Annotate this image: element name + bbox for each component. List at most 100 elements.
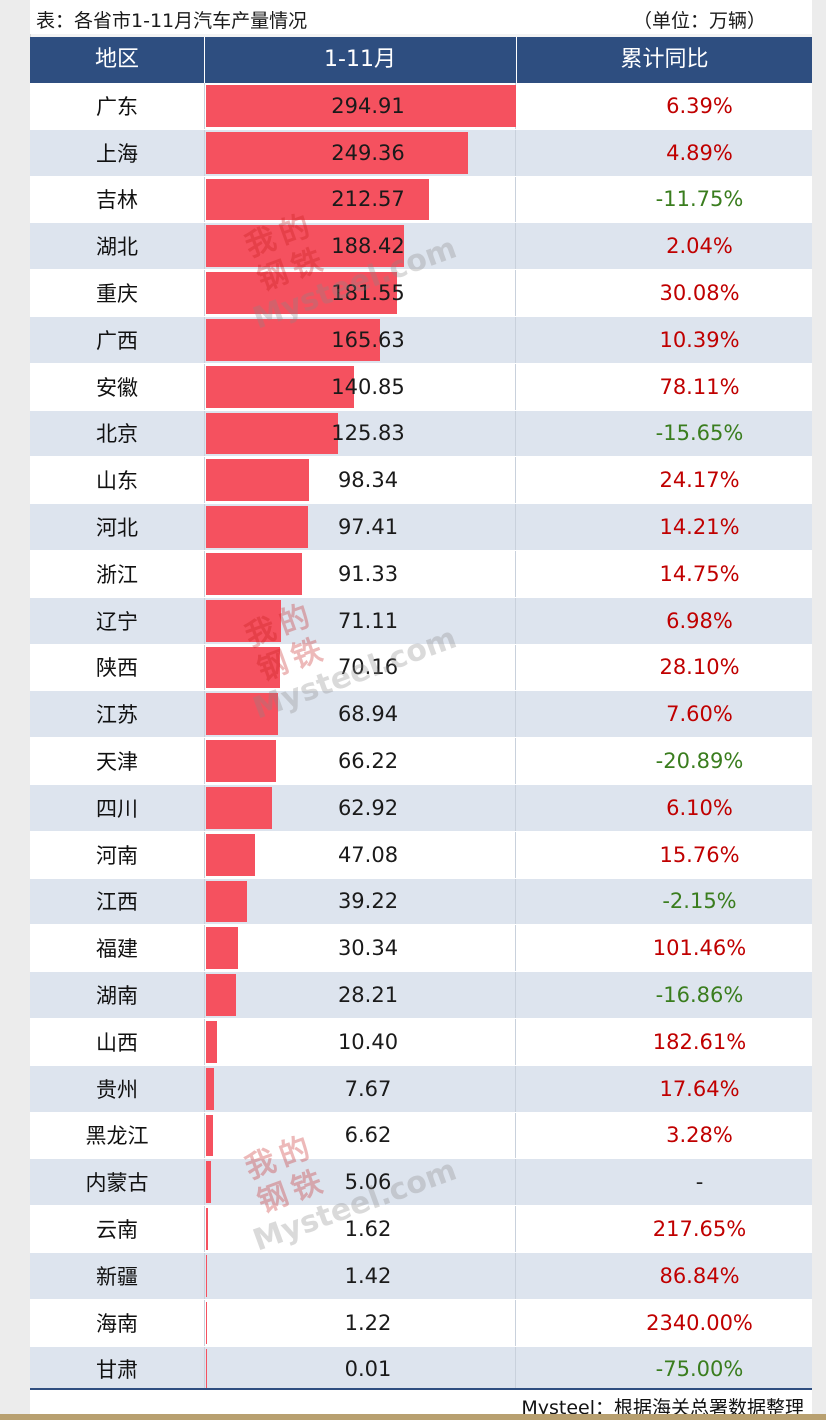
- value-cell: 98.34: [204, 457, 516, 504]
- yoy-change: 182.61%: [652, 1029, 747, 1054]
- region-name: 海南: [96, 1311, 138, 1336]
- yoy-change: 15.76%: [659, 842, 740, 867]
- data-bar: [206, 786, 273, 829]
- data-bar: [206, 1020, 217, 1063]
- value-cell: 30.34: [204, 925, 516, 972]
- region-name: 安徽: [96, 375, 138, 400]
- production-value: 0.01: [344, 1357, 392, 1382]
- table-row: 安徽 140.85 78.11%: [30, 363, 812, 411]
- region-name: 广西: [96, 328, 138, 353]
- value-cell: 165.63: [204, 316, 516, 363]
- region-name: 甘肃: [96, 1358, 138, 1383]
- production-value: 68.94: [337, 702, 399, 727]
- footer-divider: [30, 1388, 812, 1390]
- table-row: 福建 30.34 101.46%: [30, 925, 812, 973]
- value-cell: 249.36: [204, 129, 516, 176]
- region-name: 四川: [96, 796, 138, 821]
- region-name: 湖南: [96, 984, 138, 1009]
- value-cell: 1.62: [204, 1206, 516, 1252]
- production-value: 66.22: [337, 749, 399, 774]
- production-value: 62.92: [337, 795, 399, 820]
- table-row: 河南 47.08 15.76%: [30, 831, 812, 879]
- data-bar: [206, 85, 516, 127]
- table-row: 海南 1.22 2340.00%: [30, 1299, 812, 1347]
- production-value: 98.34: [337, 468, 399, 493]
- yoy-change: 30.08%: [659, 281, 740, 306]
- value-cell: 68.94: [204, 691, 516, 738]
- production-value: 188.42: [331, 234, 405, 259]
- data-bar: [206, 1254, 208, 1297]
- table-row: 云南 1.62 217.65%: [30, 1206, 812, 1253]
- table-row: 新疆 1.42 86.84%: [30, 1252, 812, 1300]
- production-value: 212.57: [331, 187, 405, 212]
- yoy-change: 6.98%: [666, 608, 733, 633]
- table-row: 内蒙古 5.06 -: [30, 1159, 812, 1207]
- region-name: 福建: [96, 937, 138, 962]
- value-cell: 125.83: [204, 410, 516, 457]
- value-cell: 10.40: [204, 1018, 516, 1065]
- production-value: 10.40: [337, 1029, 399, 1054]
- table-row: 上海 249.36 4.89%: [30, 129, 812, 177]
- data-bar: [206, 552, 302, 595]
- yoy-change: -2.15%: [662, 889, 737, 914]
- region-name: 山西: [96, 1030, 138, 1055]
- production-value: 97.41: [337, 515, 399, 540]
- data-bar: [206, 1114, 213, 1157]
- yoy-change: 2340.00%: [646, 1310, 753, 1335]
- data-bar: [206, 927, 238, 970]
- data-bar: [206, 178, 430, 221]
- table-row: 江苏 68.94 7.60%: [30, 691, 812, 739]
- value-cell: 28.21: [204, 972, 516, 1018]
- yoy-change: -15.65%: [655, 421, 744, 446]
- value-cell: 91.33: [204, 550, 516, 597]
- value-cell: 70.16: [204, 644, 516, 691]
- yoy-change: 101.46%: [652, 936, 747, 961]
- region-name: 吉林: [96, 188, 138, 213]
- value-cell: 212.57: [204, 176, 516, 223]
- data-bar: [206, 974, 236, 1016]
- value-cell: 71.11: [204, 597, 516, 644]
- region-name: 黑龙江: [85, 1124, 149, 1149]
- production-value: 1.62: [344, 1217, 392, 1242]
- data-bar: [206, 459, 310, 502]
- region-name: 广东: [96, 94, 138, 119]
- region-name: 贵州: [96, 1077, 138, 1102]
- table-row: 辽宁 71.11 6.98%: [30, 597, 812, 645]
- production-value: 71.11: [337, 608, 399, 633]
- yoy-change: 7.60%: [666, 702, 733, 727]
- yoy-change: -20.89%: [655, 749, 744, 774]
- region-name: 重庆: [96, 282, 138, 307]
- region-name: 河北: [96, 516, 138, 541]
- value-cell: 97.41: [204, 504, 516, 550]
- production-value: 91.33: [337, 561, 399, 586]
- table-row: 山西 10.40 182.61%: [30, 1018, 812, 1066]
- production-value: 30.34: [337, 936, 399, 961]
- bottom-edge: [0, 1414, 826, 1420]
- table-row: 广东 294.91 6.39%: [30, 83, 812, 130]
- production-value: 6.62: [344, 1123, 392, 1148]
- yoy-change: 17.64%: [659, 1076, 740, 1101]
- data-bar: [206, 412, 339, 455]
- value-cell: 66.22: [204, 738, 516, 784]
- table-body: 广东 294.91 6.39% 上海 249.36 4.89% 吉林 212.57 -11.75…: [30, 83, 812, 1394]
- header-region: 地区: [30, 37, 205, 83]
- table-row: 天津 66.22 -20.89%: [30, 738, 812, 785]
- data-bar: [206, 693, 279, 736]
- region-name: 陕西: [96, 656, 138, 681]
- production-table: 地区 1-11月 累计同比 广东 294.91 6.39% 上海 249.36 4.89%…: [30, 37, 812, 1394]
- left-margin: [0, 0, 31, 1420]
- region-name: 山东: [96, 469, 138, 494]
- region-name: 北京: [96, 422, 138, 447]
- data-bar: [206, 272, 397, 314]
- yoy-change: 6.39%: [666, 93, 733, 118]
- table-row: 广西 165.63 10.39%: [30, 316, 812, 364]
- data-bar: [206, 318, 381, 361]
- data-bar: [206, 599, 281, 642]
- value-cell: 7.67: [204, 1065, 516, 1112]
- data-bar: [206, 740, 276, 782]
- header-yoy: 累计同比: [620, 47, 709, 72]
- value-cell: 294.91: [204, 83, 516, 129]
- table-row: 重庆 181.55 30.08%: [30, 270, 812, 317]
- region-name: 新疆: [96, 1264, 138, 1289]
- region-name: 江西: [96, 890, 138, 915]
